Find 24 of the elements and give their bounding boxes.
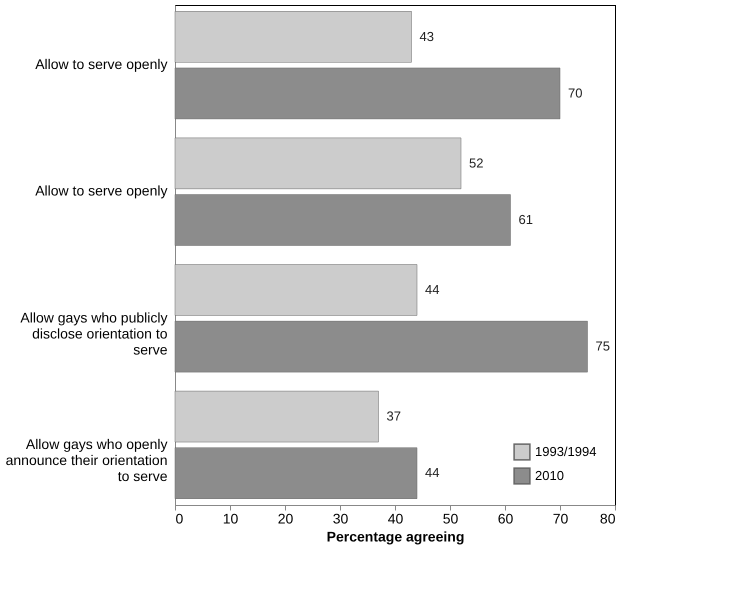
x-tick-label: 60: [498, 510, 514, 526]
data-label: 37: [386, 408, 401, 424]
y-tick-label: Allow to serve openly: [35, 182, 168, 199]
legend-label: 1993/1994: [535, 444, 596, 459]
y-tick-label: Allow gays who openly announce their orientation to serve: [6, 436, 168, 484]
legend-label: 2010: [535, 468, 564, 483]
y-tick-label: Allow to serve openly: [35, 56, 168, 72]
x-tick-label: 40: [388, 510, 404, 526]
x-tick-label: 20: [278, 510, 294, 526]
y-tick-label: Allow gays who publicly disclose orientation to serve: [20, 309, 168, 358]
x-tick-label: 50: [442, 510, 458, 526]
data-label: 61: [518, 212, 533, 228]
x-tick-label: 30: [332, 510, 348, 526]
x-axis-title: Percentage agreeing: [326, 528, 464, 544]
data-label: 52: [469, 155, 484, 170]
data-label: 70: [568, 85, 582, 100]
data-label: 44: [425, 465, 440, 480]
x-tick-label: 70: [552, 510, 568, 526]
x-tick-label: 0: [176, 510, 184, 526]
x-tick-label: 80: [600, 510, 616, 526]
x-tick-label: 10: [222, 510, 238, 526]
data-label: 75: [596, 338, 610, 354]
data-label: 44: [425, 282, 440, 297]
data-label: 43: [420, 28, 434, 44]
